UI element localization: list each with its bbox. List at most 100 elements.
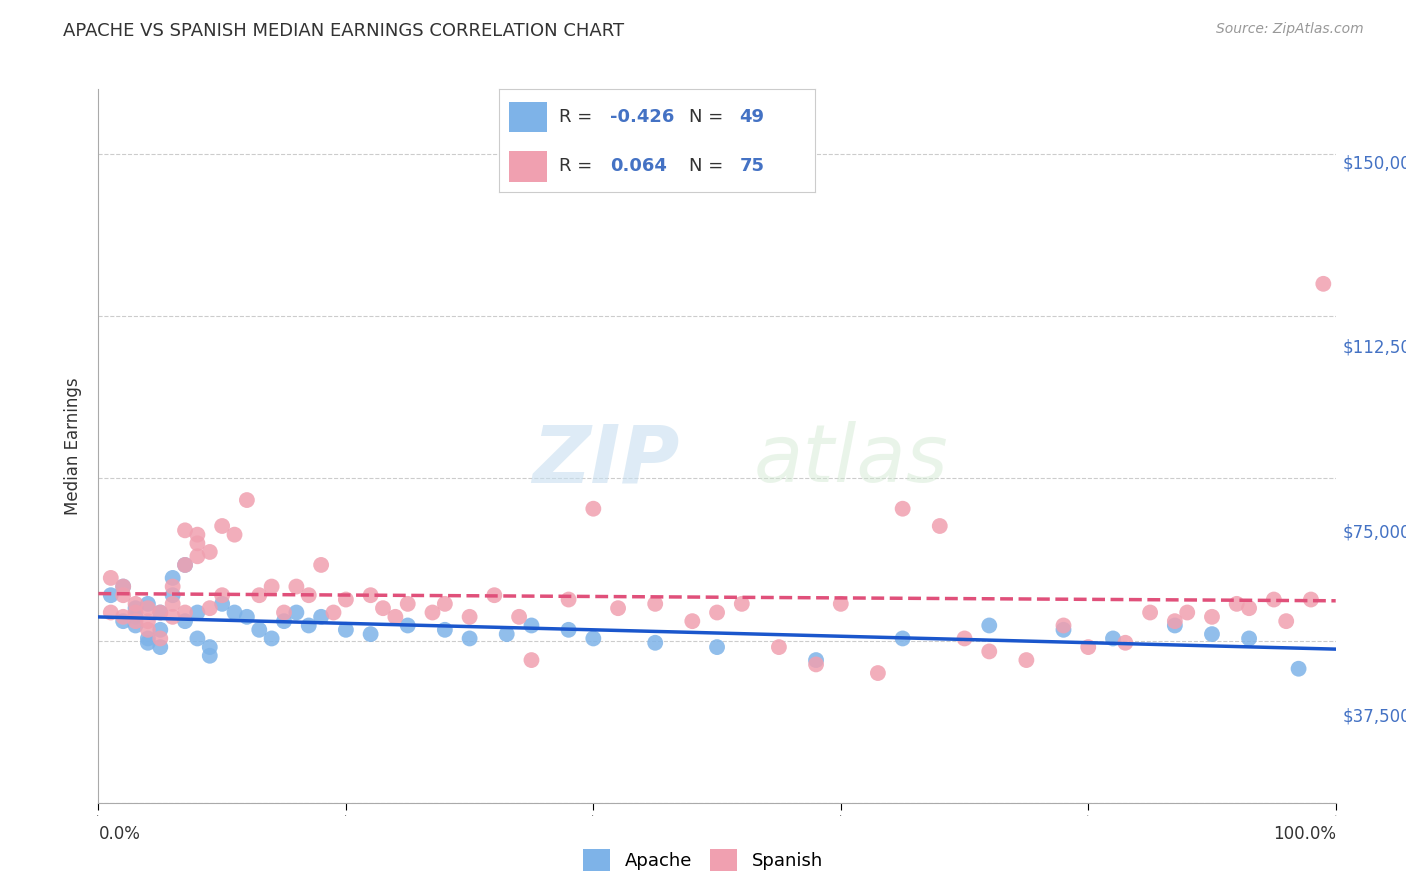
Point bbox=[582, 501, 605, 516]
Point bbox=[112, 610, 135, 624]
Text: R =: R = bbox=[560, 108, 598, 126]
Point bbox=[1201, 627, 1223, 641]
Point bbox=[520, 618, 543, 632]
Point bbox=[186, 606, 208, 620]
Point bbox=[112, 580, 135, 594]
Point bbox=[371, 601, 394, 615]
Point bbox=[1299, 592, 1322, 607]
Point bbox=[1175, 606, 1198, 620]
Point bbox=[644, 597, 666, 611]
Point bbox=[100, 571, 122, 585]
FancyBboxPatch shape bbox=[509, 102, 547, 132]
Point bbox=[582, 632, 605, 646]
Point bbox=[644, 636, 666, 650]
Point bbox=[211, 519, 233, 533]
Point bbox=[1077, 640, 1099, 654]
Point bbox=[1102, 632, 1125, 646]
Point bbox=[112, 614, 135, 628]
Point bbox=[149, 640, 172, 654]
Point bbox=[1263, 592, 1285, 607]
Point bbox=[100, 588, 122, 602]
Point bbox=[162, 597, 184, 611]
Point bbox=[681, 614, 703, 628]
Point bbox=[891, 632, 914, 646]
Point bbox=[322, 606, 344, 620]
Point bbox=[458, 610, 481, 624]
Point bbox=[224, 606, 246, 620]
Point bbox=[979, 618, 1001, 632]
Point bbox=[198, 545, 221, 559]
Text: 0.064: 0.064 bbox=[610, 157, 666, 175]
Point bbox=[1237, 632, 1260, 646]
Point bbox=[1052, 623, 1074, 637]
Point bbox=[309, 610, 332, 624]
Point bbox=[247, 588, 270, 602]
Point bbox=[162, 580, 184, 594]
Point bbox=[100, 606, 122, 620]
Point bbox=[136, 636, 159, 650]
Text: R =: R = bbox=[560, 157, 605, 175]
Text: N =: N = bbox=[689, 157, 728, 175]
Point bbox=[149, 606, 172, 620]
Point bbox=[360, 627, 382, 641]
Point bbox=[112, 580, 135, 594]
Point bbox=[174, 606, 197, 620]
Point bbox=[953, 632, 976, 646]
Point bbox=[124, 601, 146, 615]
Point bbox=[768, 640, 790, 654]
Point bbox=[124, 597, 146, 611]
Point bbox=[508, 610, 530, 624]
Point bbox=[124, 618, 146, 632]
Point bbox=[1114, 636, 1136, 650]
Point bbox=[706, 640, 728, 654]
Point bbox=[198, 648, 221, 663]
Point bbox=[174, 524, 197, 538]
Point bbox=[211, 588, 233, 602]
Point bbox=[174, 614, 197, 628]
Point bbox=[273, 606, 295, 620]
Point bbox=[1164, 618, 1187, 632]
Point bbox=[198, 640, 221, 654]
Point bbox=[804, 657, 827, 672]
Point bbox=[149, 606, 172, 620]
Text: 49: 49 bbox=[740, 108, 765, 126]
Point bbox=[396, 618, 419, 632]
Point bbox=[136, 632, 159, 646]
Point bbox=[804, 653, 827, 667]
Point bbox=[1275, 614, 1298, 628]
Point bbox=[335, 592, 357, 607]
Text: 75: 75 bbox=[740, 157, 765, 175]
Point bbox=[162, 588, 184, 602]
Point bbox=[891, 501, 914, 516]
Point bbox=[928, 519, 950, 533]
Point bbox=[124, 610, 146, 624]
Point bbox=[1237, 601, 1260, 615]
Point bbox=[1139, 606, 1161, 620]
Point bbox=[236, 493, 259, 508]
Text: $75,000: $75,000 bbox=[1343, 523, 1406, 541]
Point bbox=[1201, 610, 1223, 624]
Text: $37,500: $37,500 bbox=[1343, 707, 1406, 726]
Text: $150,000: $150,000 bbox=[1343, 154, 1406, 172]
Point bbox=[422, 606, 444, 620]
Point bbox=[495, 627, 517, 641]
Text: Source: ZipAtlas.com: Source: ZipAtlas.com bbox=[1216, 22, 1364, 37]
Point bbox=[273, 614, 295, 628]
Point bbox=[136, 623, 159, 637]
Point bbox=[1226, 597, 1249, 611]
Point bbox=[186, 632, 208, 646]
Point bbox=[458, 632, 481, 646]
Text: 100.0%: 100.0% bbox=[1272, 825, 1336, 843]
Point bbox=[285, 606, 308, 620]
Point bbox=[1052, 618, 1074, 632]
Point bbox=[557, 623, 579, 637]
Text: APACHE VS SPANISH MEDIAN EARNINGS CORRELATION CHART: APACHE VS SPANISH MEDIAN EARNINGS CORREL… bbox=[63, 22, 624, 40]
Point bbox=[124, 606, 146, 620]
Point bbox=[396, 597, 419, 611]
Point bbox=[607, 601, 630, 615]
Point bbox=[186, 527, 208, 541]
Point bbox=[236, 610, 259, 624]
Point bbox=[298, 588, 321, 602]
Point bbox=[124, 614, 146, 628]
Point bbox=[174, 558, 197, 572]
